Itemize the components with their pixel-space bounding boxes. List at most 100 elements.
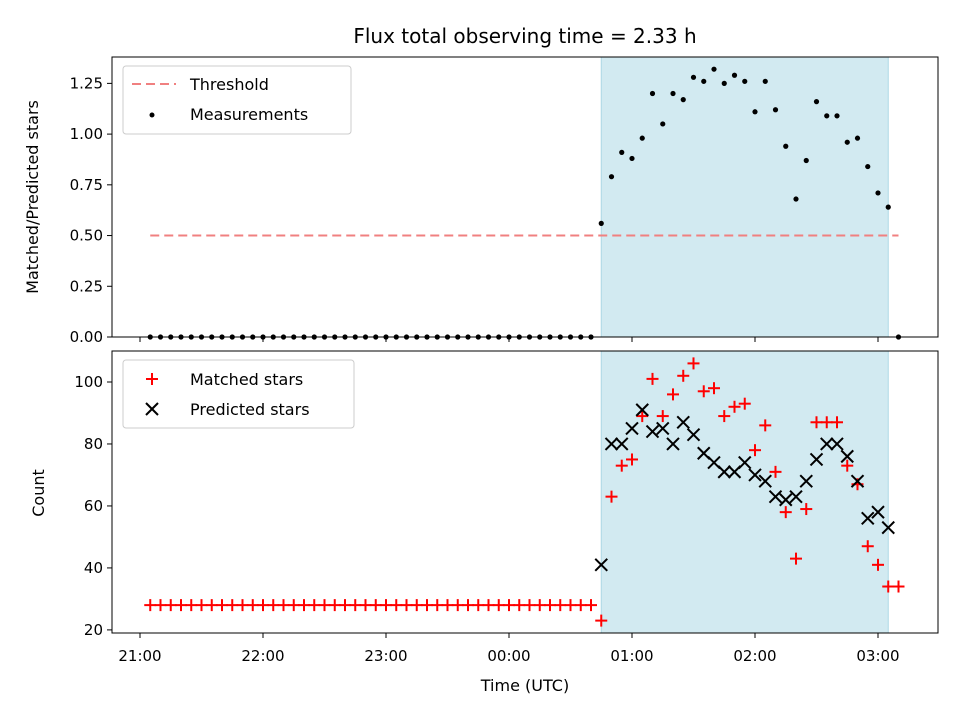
bottom-y-tick-label: 20 [84,621,103,639]
matched-star-point [144,599,157,612]
measurement-point [834,113,840,119]
matched-star-point [554,599,567,612]
top-panel: 0.00 0.25 0.50 0.75 1.00 1.25 Flux total obse… [23,24,939,346]
matched-star-point [861,540,874,553]
predicted-star-point [779,493,793,507]
measurement-point [844,139,850,145]
matched-star-point [390,599,403,612]
bottom-shaded-region [600,350,889,634]
matched-star-point [656,410,669,423]
measurement-point [639,135,645,141]
matched-star-point [667,388,679,401]
measurement-point [875,190,881,196]
measurement-point [803,157,809,164]
predicted-star-point [676,415,690,429]
matched-star-point [708,382,720,395]
matched-star-point [216,599,228,612]
bottom-axes-frame [111,350,939,634]
matched-star-point [892,580,905,593]
x-tick-label: 01:00 [610,647,653,665]
matched-star-point [677,369,690,382]
top-y-tick-label: 1.00 [70,125,103,143]
top-y-tick-label: 0.75 [70,176,103,194]
matched-star-point [195,599,208,612]
matched-star-point [769,465,782,478]
matched-star-point [636,410,649,423]
top-shaded-region [600,56,889,338]
matched-star-point [339,599,351,612]
predicted-star-point [861,511,875,526]
top-axes-frame [111,56,939,338]
matched-star-point [595,614,608,627]
predicted-star-point [625,421,639,436]
measurement-point [649,90,656,97]
matched-star-point [790,552,802,565]
matched-star-point [421,599,433,612]
matched-star-point [626,453,638,466]
matched-star-point [687,357,700,370]
predicted-star-point [799,474,813,488]
matched-star-point [564,599,577,612]
matched-star-point [841,459,854,472]
matched-star-point [882,580,895,593]
matched-star-point [400,599,413,612]
measurement-point [629,155,635,162]
predicted-star-point [604,437,619,451]
x-tick-label: 00:00 [487,647,530,665]
predicted-star-point [809,452,824,467]
matched-star-point [503,599,515,612]
measurement-point [752,109,758,115]
measurement-point [762,78,768,84]
x-axis-title: Time (UTC) [480,676,569,695]
legend-threshold-label: Threshold [189,75,269,94]
predicted-star-point [758,474,772,488]
top-x-ticks [139,337,879,342]
matched-star-point [431,599,444,612]
predicted-star-point [717,465,731,479]
measurement-point [731,72,738,78]
matched-star-point [749,444,761,457]
legend-measurements-swatch [149,112,155,118]
top-y-tick-label: 0.50 [70,227,103,245]
matched-star-point [369,599,382,612]
matched-star-point [205,599,218,612]
predicted-star-point [871,505,885,519]
predicted-stars-points [594,403,895,572]
matched-star-point [287,599,300,612]
matched-star-point [482,599,495,612]
top-legend: Threshold Measurements [122,65,352,135]
predicted-star-point [820,437,834,451]
matched-star-point [298,599,310,612]
bottom-x-ticks: 21:00 22:00 23:00 00:00 01:00 02:00 03:00 [118,633,900,665]
x-tick-label: 03:00 [856,647,899,665]
predicted-star-point [768,489,783,504]
matched-star-point [872,558,884,571]
matched-star-point [646,372,659,385]
matched-star-point [359,599,372,612]
matched-star-point [185,599,198,612]
matched-star-point [175,599,187,612]
x-tick-label: 23:00 [364,647,407,665]
measurement-point [783,143,789,149]
top-y-tick-label: 0.25 [70,277,103,295]
predicted-star-point [666,437,680,451]
matched-star-point [246,599,259,612]
predicted-star-point [850,474,865,488]
matched-star-point [533,599,546,612]
bottom-panel: 20 40 60 80 100 21:00 22:00 23:00 00:00 01:00 02:… [29,350,939,695]
measurement-point [742,78,748,84]
matched-star-point [831,416,843,429]
matched-star-point [349,599,362,612]
matched-star-point [267,599,280,612]
matched-star-point [759,419,772,432]
matched-star-point [380,599,392,612]
measurement-point [598,220,604,226]
matched-star-point [472,599,485,612]
bottom-y-tick-label: 100 [74,373,103,391]
chart-title: Flux total observing time = 2.33 h [353,24,696,48]
predicted-star-point [656,421,670,436]
top-y-tick-label: 1.25 [70,74,103,92]
bottom-y-axis-title: Count [29,469,48,517]
predicted-star-point [594,558,608,572]
